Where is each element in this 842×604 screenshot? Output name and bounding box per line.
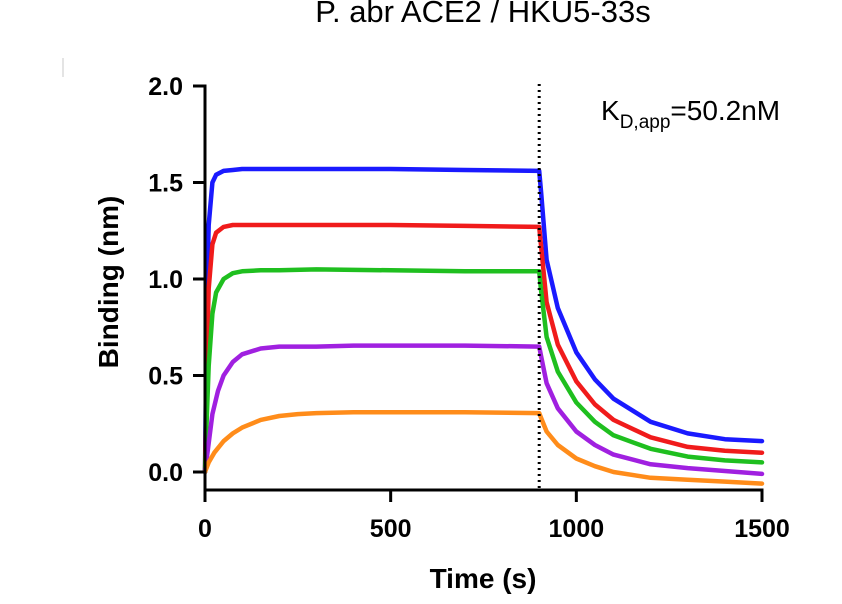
x-tick-label: 0: [198, 515, 212, 543]
x-tick-label: 1000: [549, 515, 605, 543]
kd-annotation-main: K: [601, 95, 620, 126]
series-line-4: [202, 343, 765, 477]
series-line-2: [202, 222, 765, 475]
y-axis-title: Binding (nm): [93, 196, 124, 369]
y-tick-label: 0.0: [148, 459, 183, 487]
series-line-3: [202, 267, 765, 475]
series-line-5: [202, 409, 765, 486]
x-tick-label: 1500: [734, 515, 790, 543]
chart-title: P. abr ACE2 / HKU5-33s: [315, 0, 650, 29]
y-tick-label: 2.0: [148, 73, 183, 101]
kd-annotation-value: =50.2nM: [670, 95, 780, 126]
series-group: [202, 166, 765, 486]
x-axis: 0 500 1000 1500: [198, 488, 790, 543]
series-line-1: [202, 166, 765, 475]
x-axis-title: Time (s): [430, 563, 537, 594]
y-tick-label: 0.5: [148, 363, 183, 391]
x-tick-label: 500: [370, 515, 412, 543]
kd-annotation: KD,app=50.2nM: [601, 95, 780, 133]
y-tick-label: 1.0: [148, 266, 183, 294]
y-tick-label: 1.5: [148, 170, 183, 198]
y-axis: 0.0 0.5 1.0 1.5 2.0: [148, 73, 207, 490]
plot-area: [202, 84, 765, 488]
kd-annotation-subscript: D,app: [620, 112, 671, 133]
